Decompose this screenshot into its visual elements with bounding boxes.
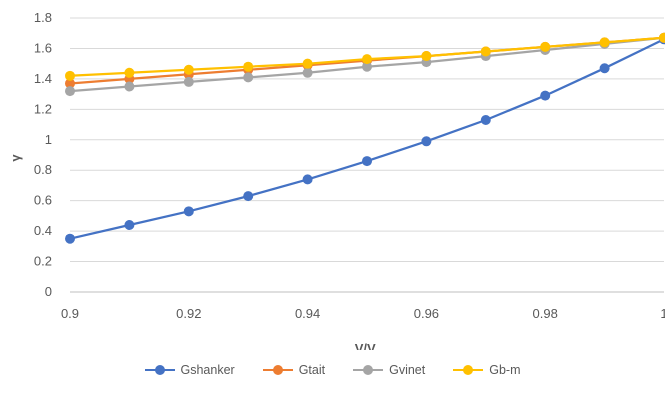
y-tick-label: 1.6 — [34, 40, 52, 55]
x-axis-title-main: V/V — [355, 341, 376, 350]
data-point-gvinet — [362, 61, 372, 72]
data-point-gshanker — [124, 220, 135, 231]
data-point-gb-m — [65, 70, 75, 81]
x-tick-label: 1 — [660, 306, 665, 321]
data-point-gvinet — [183, 76, 194, 87]
x-tick-labels: 0.9 0.92 0.94 0.96 0.98 1 — [61, 306, 665, 321]
y-tick-label: 1 — [45, 132, 52, 147]
y-tick-label: 0.6 — [34, 193, 52, 208]
y-tick-labels: 0 0.2 0.4 0.6 0.8 1 1.2 1.4 1.6 1.8 — [34, 10, 52, 299]
y-tick-label: 1.2 — [34, 101, 52, 116]
y-tick-label: 0 — [45, 284, 52, 299]
data-point-gshanker — [480, 114, 491, 125]
data-point-gb-m — [540, 41, 551, 52]
series-gvinet — [65, 32, 665, 97]
x-axis-title: V/V0 — [355, 341, 382, 350]
data-point-gshanker — [65, 233, 75, 244]
data-point-gshanker — [362, 156, 372, 167]
data-point-gb-m — [243, 61, 254, 72]
x-tick-label: 0.94 — [295, 306, 320, 321]
x-tick-label: 0.9 — [61, 306, 79, 321]
data-point-gb-m — [599, 37, 610, 48]
legend: Gshanker Gtait Gvinet Gb-m — [0, 358, 665, 382]
y-axis-title: γ — [8, 154, 23, 162]
legend-label: Gb-m — [489, 363, 521, 377]
legend-item-gtait: Gtait — [262, 363, 326, 377]
legend-swatch — [262, 364, 293, 376]
x-axis-title-subscript: 0 — [376, 349, 382, 350]
legend-item-gshanker: Gshanker — [144, 363, 235, 377]
legend-label: Gtait — [298, 363, 326, 377]
legend-swatch — [353, 364, 384, 376]
data-point-gshanker — [599, 63, 610, 74]
chart: 00.20.40.60.811.21.41.61.8 0.9 0.92 0.94 0.… — [8, 10, 665, 350]
series-group — [65, 32, 665, 244]
data-point-gshanker — [421, 136, 432, 147]
x-tick-label: 0.98 — [533, 306, 558, 321]
data-point-gshanker — [243, 191, 254, 202]
data-point-gb-m — [124, 67, 135, 78]
legend-swatch — [144, 364, 175, 376]
legend-label: Gvinet — [389, 363, 426, 377]
legend-label: Gshanker — [180, 363, 235, 377]
grid-lines — [70, 17, 664, 293]
data-point-gb-m — [480, 46, 491, 57]
data-point-gb-m — [362, 54, 372, 65]
y-tick-label: 0.4 — [34, 223, 52, 238]
data-point-gtait — [65, 78, 75, 89]
series-gb-m — [65, 32, 665, 81]
y-tick-label: 0.8 — [34, 162, 52, 177]
data-point-gshanker — [183, 206, 194, 217]
legend-swatch-marker — [272, 365, 283, 375]
x-tick-label: 0.96 — [414, 306, 439, 321]
data-point-gb-m — [421, 51, 432, 62]
data-point-gvinet — [302, 67, 313, 78]
legend-item-gb-m: Gb-m — [453, 363, 521, 377]
data-point-gb-m — [659, 32, 665, 43]
legend-item-gvinet: Gvinet — [353, 363, 425, 377]
legend-swatch-marker — [463, 365, 474, 375]
y-tick-label: 1.4 — [34, 71, 52, 86]
legend-swatch-marker — [363, 365, 374, 375]
series-gshanker — [65, 34, 665, 244]
y-tick-label: 1.8 — [34, 10, 52, 25]
data-point-gvinet — [124, 81, 135, 92]
legend-swatch — [453, 364, 484, 376]
legend-swatch-marker — [154, 365, 165, 375]
x-tick-label: 0.92 — [176, 306, 201, 321]
data-point-gb-m — [183, 64, 194, 75]
data-point-gshanker — [302, 174, 313, 185]
data-point-gb-m — [302, 58, 313, 69]
data-point-gshanker — [540, 90, 551, 101]
y-tick-label: 0.2 — [34, 254, 52, 269]
data-point-gvinet — [65, 86, 75, 97]
data-point-gvinet — [243, 72, 254, 83]
